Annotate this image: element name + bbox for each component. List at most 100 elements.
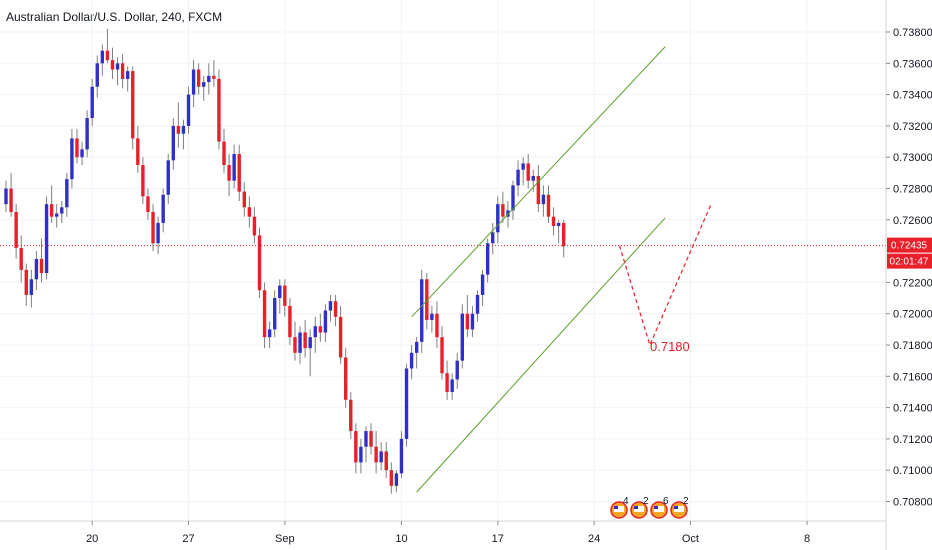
candle-body: [95, 63, 99, 87]
time-tick-label: 10: [395, 533, 407, 545]
candle: [176, 102, 181, 148]
candle-body: [546, 194, 551, 217]
event-flag-icon: [654, 506, 658, 509]
candle-body: [318, 326, 323, 333]
price-tick-label: 0.71800: [893, 340, 932, 352]
candle-body: [283, 285, 287, 306]
candle-body: [75, 138, 79, 158]
event-flag-icon: [614, 506, 624, 512]
event-marker[interactable]: 6: [650, 496, 669, 519]
candle: [136, 125, 140, 173]
candle-body: [115, 63, 120, 70]
candle-body: [399, 438, 404, 474]
candle: [125, 66, 130, 92]
candle: [556, 219, 561, 244]
candle-body: [186, 94, 191, 126]
candle-body: [435, 313, 439, 338]
candle: [29, 269, 34, 308]
candle: [278, 279, 282, 314]
candle: [146, 188, 150, 220]
candle: [283, 279, 287, 317]
candle-body: [333, 301, 338, 317]
candle: [273, 290, 277, 338]
time-tick-label: 27: [182, 533, 194, 545]
event-count: 4: [623, 496, 629, 507]
countdown-label: 02:01:47: [890, 257, 929, 268]
candle: [80, 141, 84, 166]
candle-body: [196, 69, 201, 87]
event-marker[interactable]: 2: [630, 496, 649, 519]
candle-body: [394, 473, 399, 486]
candle: [485, 238, 490, 283]
economic-events[interactable]: 4 2 6 2: [610, 496, 689, 519]
candle-body: [475, 294, 480, 314]
candle-body: [541, 194, 546, 205]
candle-body: [450, 379, 454, 392]
time-tick-label: Oct: [682, 533, 699, 545]
candle-body: [562, 222, 566, 247]
candle: [156, 216, 160, 255]
candle-body: [480, 274, 485, 295]
price-tick-label: 0.72800: [893, 184, 932, 196]
candle: [562, 219, 566, 258]
candle: [328, 294, 333, 322]
candle: [95, 55, 99, 98]
candle-body: [556, 222, 561, 227]
candle: [161, 188, 165, 233]
candle: [39, 238, 44, 283]
candle-body: [166, 160, 170, 195]
candle-body: [247, 207, 252, 217]
countdown-badge: 02:01:47: [887, 253, 932, 269]
candle-body: [354, 431, 358, 463]
candle: [430, 305, 434, 333]
candle-body: [349, 399, 353, 432]
event-marker[interactable]: 2: [670, 496, 689, 519]
candle-body: [521, 163, 525, 170]
price-tick-label: 0.72000: [893, 309, 932, 321]
candle: [354, 423, 358, 474]
candle-body: [262, 290, 267, 338]
candle: [445, 360, 449, 400]
candle-body: [191, 69, 196, 95]
candle: [384, 442, 388, 479]
candle: [288, 298, 292, 345]
candle: [349, 391, 353, 439]
candle-body: [14, 211, 18, 248]
price-tick-label: 0.73600: [893, 58, 932, 70]
candle-body: [455, 360, 459, 380]
candle: [217, 69, 221, 150]
last-price-badge: 0.72435: [887, 237, 932, 253]
candle: [90, 78, 94, 126]
candle: [105, 28, 110, 64]
candle-body: [44, 204, 49, 274]
candle: [24, 263, 28, 306]
candle-body: [496, 204, 500, 233]
candle-body: [313, 326, 317, 338]
candle: [207, 63, 211, 95]
candle: [257, 227, 262, 299]
event-flag-icon: [674, 506, 678, 509]
candle-body: [465, 313, 470, 330]
candle: [75, 129, 79, 164]
event-marker[interactable]: 4: [610, 496, 629, 519]
price-axis[interactable]: 0.73800 0.73600 0.73400 0.73200 0.73000 0.728…: [886, 27, 932, 509]
event-count: 2: [683, 496, 689, 507]
price-tick-label: 0.72600: [893, 215, 932, 227]
candle: [151, 204, 155, 252]
candle-body: [293, 337, 297, 353]
candle: [186, 86, 191, 134]
channel-lower-line: [416, 217, 666, 493]
candle: [364, 426, 368, 463]
candle: [496, 196, 500, 244]
candle: [232, 144, 236, 189]
candle-body: [511, 185, 515, 211]
projection-path: [618, 204, 712, 347]
candle: [14, 204, 18, 259]
candle: [501, 191, 505, 223]
candle: [435, 301, 439, 349]
candle: [202, 75, 206, 101]
candle-body: [207, 75, 211, 83]
candle: [34, 251, 39, 291]
time-axis[interactable]: 20 27 Sep 10 17 24 Oct 8: [86, 521, 810, 545]
